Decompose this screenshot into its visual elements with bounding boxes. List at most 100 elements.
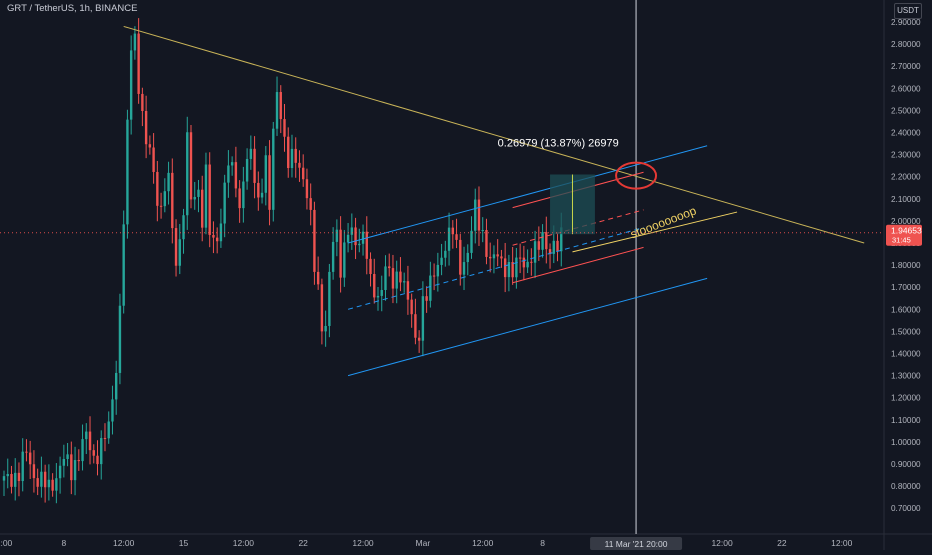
candle[interactable]: [148, 135, 152, 155]
candle[interactable]: [115, 360, 118, 415]
candle[interactable]: [283, 103, 286, 152]
candle[interactable]: [496, 239, 499, 267]
candle[interactable]: [313, 201, 316, 285]
candle[interactable]: [100, 430, 103, 480]
candle[interactable]: [414, 298, 417, 345]
candle[interactable]: [88, 416, 92, 465]
candle[interactable]: [526, 249, 529, 274]
candle[interactable]: [204, 152, 208, 235]
candle[interactable]: [328, 263, 331, 338]
candle[interactable]: [28, 440, 32, 479]
candle[interactable]: [70, 441, 73, 495]
candle[interactable]: [421, 281, 425, 357]
candle[interactable]: [14, 458, 17, 501]
candle[interactable]: [43, 464, 47, 503]
candle[interactable]: [126, 109, 129, 239]
candle[interactable]: [343, 230, 346, 287]
candle[interactable]: [447, 212, 451, 266]
candle[interactable]: [219, 208, 223, 248]
candle[interactable]: [515, 247, 518, 289]
candle[interactable]: [152, 133, 155, 184]
candle[interactable]: [533, 230, 537, 279]
candle[interactable]: [141, 87, 144, 127]
candle[interactable]: [238, 180, 241, 223]
candle[interactable]: [309, 183, 312, 226]
candle[interactable]: [373, 258, 376, 304]
candle[interactable]: [399, 257, 402, 292]
candle[interactable]: [144, 95, 148, 159]
candle[interactable]: [417, 330, 421, 353]
candle[interactable]: [272, 121, 275, 222]
candle[interactable]: [369, 252, 372, 287]
candle[interactable]: [58, 456, 62, 494]
measure-label[interactable]: 0.26979 (13.87%) 26979: [498, 138, 619, 150]
candle[interactable]: [298, 150, 301, 182]
candle[interactable]: [492, 245, 496, 274]
channel-upper-trendline[interactable]: [347, 145, 708, 244]
candle[interactable]: [500, 249, 503, 268]
candle[interactable]: [208, 152, 211, 248]
candle[interactable]: [346, 223, 350, 253]
candle[interactable]: [279, 85, 282, 134]
candle[interactable]: [66, 443, 69, 467]
candle[interactable]: [406, 265, 410, 315]
candle[interactable]: [129, 35, 133, 135]
candle[interactable]: [391, 254, 395, 304]
candle[interactable]: [335, 219, 339, 257]
candle[interactable]: [365, 216, 368, 275]
last-price-badge[interactable]: [886, 224, 922, 246]
candle[interactable]: [25, 439, 28, 462]
candle[interactable]: [339, 216, 342, 293]
candle[interactable]: [489, 242, 492, 273]
candle[interactable]: [477, 186, 481, 246]
candle[interactable]: [324, 310, 327, 347]
candle[interactable]: [541, 224, 544, 258]
candle[interactable]: [122, 210, 125, 314]
candle[interactable]: [556, 232, 559, 262]
candle[interactable]: [388, 253, 391, 277]
candle[interactable]: [451, 220, 454, 249]
candle[interactable]: [507, 254, 511, 292]
candle[interactable]: [354, 217, 357, 260]
candle[interactable]: [462, 246, 466, 291]
note-text[interactable]: stoooooooop: [628, 203, 698, 241]
candle[interactable]: [530, 248, 533, 276]
candle[interactable]: [384, 255, 387, 301]
candle[interactable]: [264, 146, 267, 206]
candle[interactable]: [429, 261, 432, 308]
candle[interactable]: [518, 243, 522, 274]
candle[interactable]: [178, 223, 181, 275]
candle[interactable]: [455, 218, 458, 249]
candle[interactable]: [395, 260, 398, 304]
candle[interactable]: [548, 243, 552, 269]
candle[interactable]: [249, 135, 253, 170]
candle[interactable]: [537, 226, 541, 261]
candle[interactable]: [215, 227, 219, 254]
candle[interactable]: [474, 188, 477, 244]
candle[interactable]: [545, 216, 548, 264]
candle[interactable]: [402, 272, 406, 293]
candle[interactable]: [230, 156, 234, 176]
candle[interactable]: [137, 18, 140, 104]
triangle-trendline[interactable]: [123, 25, 865, 244]
candle[interactable]: [55, 463, 58, 504]
candle[interactable]: [350, 213, 354, 250]
candle[interactable]: [223, 174, 226, 238]
candle[interactable]: [294, 137, 297, 178]
candle[interactable]: [163, 178, 167, 213]
candle[interactable]: [174, 219, 178, 277]
candle[interactable]: [425, 286, 428, 313]
candle[interactable]: [6, 458, 9, 489]
candle[interactable]: [36, 468, 39, 496]
candle[interactable]: [156, 160, 159, 222]
candle[interactable]: [103, 423, 107, 452]
candle[interactable]: [481, 217, 484, 243]
candle[interactable]: [189, 124, 193, 209]
candle[interactable]: [111, 385, 114, 435]
candle[interactable]: [485, 218, 488, 265]
candle[interactable]: [316, 256, 320, 290]
candle[interactable]: [73, 446, 77, 496]
candle[interactable]: [201, 175, 204, 242]
candle[interactable]: [470, 216, 473, 259]
